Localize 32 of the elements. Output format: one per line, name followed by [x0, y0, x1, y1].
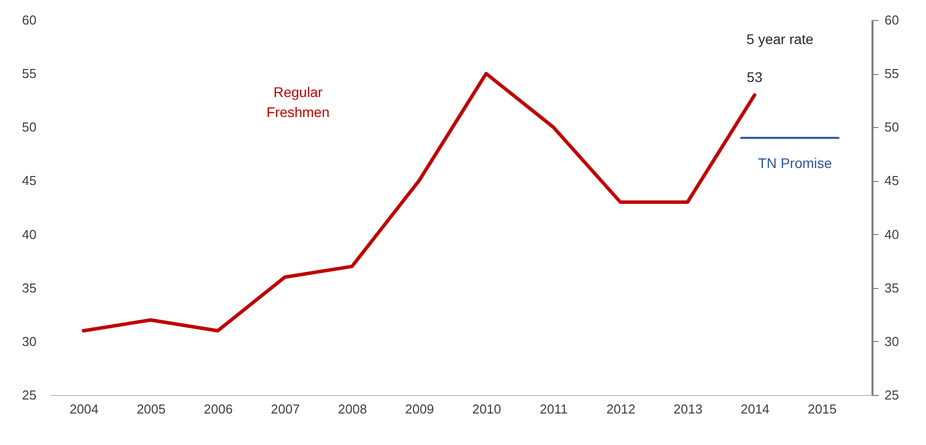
y2-tick-label: 45	[884, 173, 899, 188]
x-tick-label: 2009	[405, 402, 434, 416]
y-tick-label: 30	[22, 334, 36, 349]
series-label: TN Promise	[758, 155, 832, 171]
x-tick-label: 2015	[808, 402, 837, 416]
y2-tick-label: 30	[884, 334, 899, 349]
x-tick-label: 2010	[472, 402, 502, 416]
text: Regular Freshmen	[266, 84, 330, 120]
x-tick-label: 2004	[70, 402, 99, 416]
x-tick-label: 2012	[606, 402, 636, 416]
annotation: 53	[746, 69, 763, 85]
y-tick-label: 35	[22, 280, 36, 296]
y-tick-label: 45	[22, 173, 36, 188]
x-tick-label: 2007	[270, 402, 300, 416]
y-tick-label: 40	[22, 226, 36, 242]
y-tick-label: 60	[22, 12, 36, 28]
y2-tick-label: 35	[884, 280, 899, 296]
x-tick-label: 2011	[540, 402, 568, 416]
y2-tick-label: 60	[884, 12, 899, 28]
x-tick-label: 2005	[136, 402, 166, 416]
x-tick-label: 2014	[740, 402, 770, 416]
y2-tick-label: 25	[884, 388, 899, 402]
y-tick-label: 55	[22, 66, 36, 82]
y2-tick-label: 55	[884, 66, 899, 82]
x-tick-label: 2006	[204, 402, 233, 416]
y2-tick-label: 40	[884, 226, 899, 242]
y-tick-label: 25	[22, 388, 36, 402]
y2-tick-label: 50	[884, 120, 899, 135]
annotation: 5 year rate	[746, 31, 814, 47]
x-tick-label: 2013	[674, 402, 702, 416]
x-tick-label: 2008	[338, 402, 367, 416]
y-tick-label: 50	[22, 120, 36, 135]
